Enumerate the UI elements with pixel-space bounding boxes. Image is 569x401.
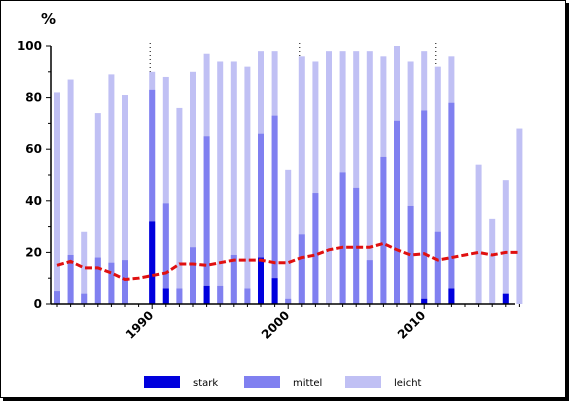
bar-mittel-2007 [380, 156, 387, 304]
bar-mittel-1993 [190, 247, 196, 304]
legend: stark mittel leicht [144, 376, 422, 389]
bar-mittel-2004 [339, 172, 346, 304]
bar-mittel-2002 [312, 193, 319, 304]
y-tick-label-60: 60 [25, 142, 42, 156]
y-unit-label: % [41, 10, 56, 28]
bar-mittel-1996 [230, 254, 237, 304]
bar-leicht-1992 [176, 107, 183, 304]
bar-stark-2012 [448, 288, 455, 304]
bar-leicht-2017 [516, 128, 523, 304]
bar-leicht-2015 [489, 218, 496, 304]
bar-mittel-1986 [94, 257, 101, 304]
bar-stark-1994 [203, 285, 210, 304]
bar-leicht-2014 [475, 164, 482, 304]
bar-mittel-2011 [434, 231, 441, 304]
bar-mittel-2000 [285, 298, 292, 304]
bars [54, 46, 523, 305]
legend-label-leicht: leicht [394, 378, 422, 389]
bar-stark-1991 [162, 288, 169, 304]
bar-mittel-1999 [271, 115, 278, 304]
x-tick-label-1990: 1990 [123, 308, 157, 342]
bar-mittel-1994 [203, 136, 210, 304]
bar-leicht-1993 [190, 71, 196, 304]
bar-leicht-2011 [434, 66, 441, 304]
bar-leicht-1985 [81, 231, 88, 304]
bar-mittel-1988 [122, 260, 128, 304]
x-tick-label-2010: 2010 [395, 308, 429, 342]
bar-mittel-1985 [81, 293, 88, 304]
bar-leicht-1995 [217, 61, 224, 305]
bar-mittel-2001 [298, 234, 305, 304]
bar-mittel-2010 [421, 110, 428, 304]
y-tick-label-80: 80 [25, 91, 42, 105]
bar-mittel-1997 [244, 288, 251, 304]
bar-stark-2010 [421, 298, 428, 304]
bar-mittel-2012 [448, 102, 455, 304]
bar-mittel-2009 [407, 205, 414, 304]
bar-leicht-1984 [67, 79, 74, 304]
bar-leicht-2003 [326, 51, 332, 304]
y-tick-label-40: 40 [25, 194, 42, 208]
bar-leicht-1997 [244, 66, 251, 304]
trend-line [56, 241, 520, 282]
legend-label-stark: stark [193, 378, 218, 389]
legend-label-mittel: mittel [293, 378, 322, 389]
bar-leicht-1988 [122, 95, 128, 305]
bar-stark-1998 [258, 257, 264, 304]
bar-leicht-1987 [108, 74, 115, 304]
bar-leicht-1983 [54, 92, 60, 304]
bar-mittel-1983 [54, 291, 60, 304]
bar-leicht-1991 [162, 76, 169, 305]
bar-leicht-2009 [407, 61, 414, 305]
bar-leicht-2002 [312, 61, 319, 305]
bar-mittel-1984 [67, 254, 74, 304]
bar-mittel-2008 [394, 120, 400, 304]
bar-leicht-2005 [353, 51, 360, 304]
bar-leicht-2000 [285, 169, 292, 304]
bar-mittel-2006 [366, 260, 373, 304]
bar-leicht-1996 [230, 61, 237, 305]
bar-mittel-1987 [108, 262, 115, 304]
x-axis-ticks: 1990 2000 2010 [56, 304, 520, 342]
bar-mittel-1990 [149, 89, 156, 304]
y-axis-ticks: 0 20 40 60 80 100 [17, 39, 51, 311]
bar-leicht-2006 [366, 51, 373, 304]
frame-shadow-bottom [3, 398, 569, 401]
legend-swatch-leicht [345, 376, 381, 388]
bar-leicht-2001 [298, 56, 305, 304]
legend-swatch-stark [144, 376, 180, 388]
y-tick-label-20: 20 [25, 245, 42, 259]
bar-stark-1999 [271, 278, 278, 304]
bar-mittel-1995 [217, 285, 224, 304]
bar-stark-1990 [149, 221, 156, 304]
axes [50, 46, 515, 305]
bar-leicht-2016 [502, 180, 509, 304]
x-tick-label-2000: 2000 [259, 308, 293, 342]
legend-swatch-mittel [244, 376, 280, 388]
y-tick-label-100: 100 [17, 39, 42, 53]
bar-mittel-1992 [176, 288, 183, 304]
bar-leicht-1986 [94, 113, 101, 304]
bar-mittel-1998 [258, 133, 264, 304]
bar-mittel-1991 [162, 203, 169, 304]
bar-stark-2016 [502, 293, 509, 304]
frame-shadow-right [566, 3, 569, 401]
y-tick-label-0: 0 [34, 297, 42, 311]
